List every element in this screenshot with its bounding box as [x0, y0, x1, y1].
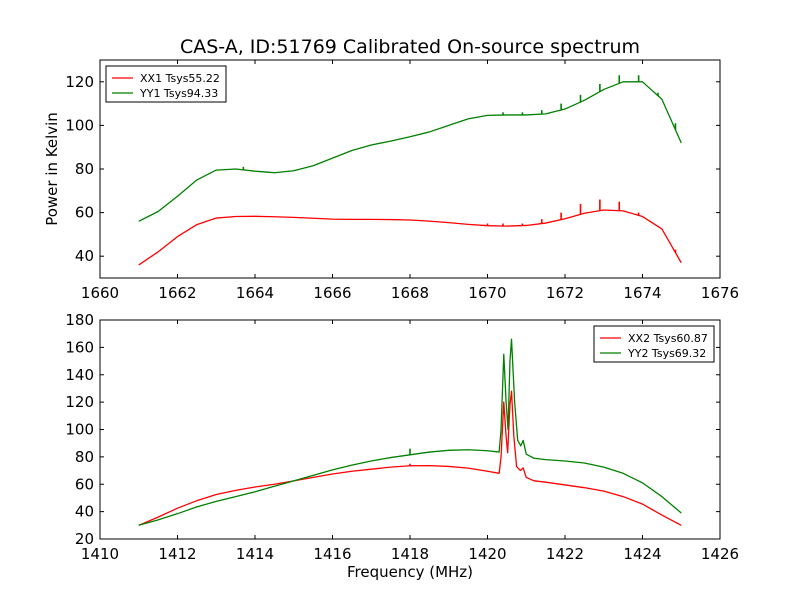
- y-tick-label: 140: [65, 366, 94, 384]
- series-line: [138, 209, 682, 266]
- x-tick-label: 1418: [391, 545, 429, 563]
- axes-frame: [99, 319, 721, 540]
- x-tick-label: 1674: [623, 284, 661, 302]
- y-tick-label: 40: [75, 247, 94, 265]
- axis-ticks: 1660 1662 1664 1666 1668 1670 1672 1674 1676 40 60…: [65, 60, 739, 302]
- x-tick-label: 1662: [158, 284, 196, 302]
- x-tick-label: 1666: [313, 284, 351, 302]
- x-tick-label: 1410: [81, 545, 119, 563]
- legend-label: YY1 Tsys94.33: [139, 87, 218, 100]
- x-tick-label: 1420: [468, 545, 506, 563]
- legend: XX2 Tsys60.87 YY2 Tsys69.32: [593, 325, 715, 363]
- y-tick-label: 80: [75, 448, 94, 466]
- y-tick-label: 60: [75, 475, 94, 493]
- chart-title: CAS-A, ID:51769 Calibrated On-source spe…: [180, 36, 640, 58]
- y-tick-label: 100: [65, 116, 94, 134]
- legend-label: XX1 Tsys55.22: [140, 72, 220, 85]
- series-line: [138, 338, 682, 526]
- series-line: [138, 81, 682, 222]
- y-axis-label: Power in Kelvin: [43, 112, 61, 226]
- y-tick-label: 20: [75, 530, 94, 548]
- axes-frame: [99, 59, 721, 279]
- x-tick-label: 1670: [468, 284, 506, 302]
- y-tick-label: 40: [75, 503, 94, 521]
- x-tick-label: 1426: [701, 545, 739, 563]
- x-tick-label: 1664: [236, 284, 274, 302]
- x-tick-label: 1424: [623, 545, 661, 563]
- x-tick-label: 1676: [701, 284, 739, 302]
- legend-label: YY2 Tsys69.32: [627, 347, 706, 360]
- y-tick-label: 120: [65, 393, 94, 411]
- plot-area: [138, 75, 682, 266]
- legend-box: [105, 65, 227, 103]
- top-panel: CAS-A, ID:51769 Calibrated On-source spe…: [43, 36, 739, 302]
- x-axis-label: Frequency (MHz): [347, 563, 473, 581]
- legend-box: [593, 325, 715, 363]
- y-tick-label: 60: [75, 204, 94, 222]
- x-tick-label: 1412: [158, 545, 196, 563]
- x-tick-label: 1422: [546, 545, 584, 563]
- y-tick-label: 160: [65, 338, 94, 356]
- legend-label: XX2 Tsys60.87: [628, 332, 708, 345]
- y-tick-label: 100: [65, 421, 94, 439]
- x-tick-label: 1414: [236, 545, 274, 563]
- plot-area: [138, 338, 682, 526]
- x-tick-label: 1668: [391, 284, 429, 302]
- series-line: [138, 390, 682, 526]
- axis-ticks: 1410 1412 1414 1416 1418 1420 1422 1424 1426 20 40…: [65, 311, 739, 563]
- x-tick-label: 1672: [546, 284, 584, 302]
- y-tick-label: 180: [65, 311, 94, 329]
- x-tick-label: 1416: [313, 545, 351, 563]
- x-tick-label: 1660: [81, 284, 119, 302]
- y-tick-label: 80: [75, 160, 94, 178]
- bottom-panel: Frequency (MHz) 1410 1412 1414 1416 1418 1420…: [65, 311, 739, 581]
- y-tick-label: 120: [65, 73, 94, 91]
- legend: XX1 Tsys55.22 YY1 Tsys94.33: [105, 65, 227, 103]
